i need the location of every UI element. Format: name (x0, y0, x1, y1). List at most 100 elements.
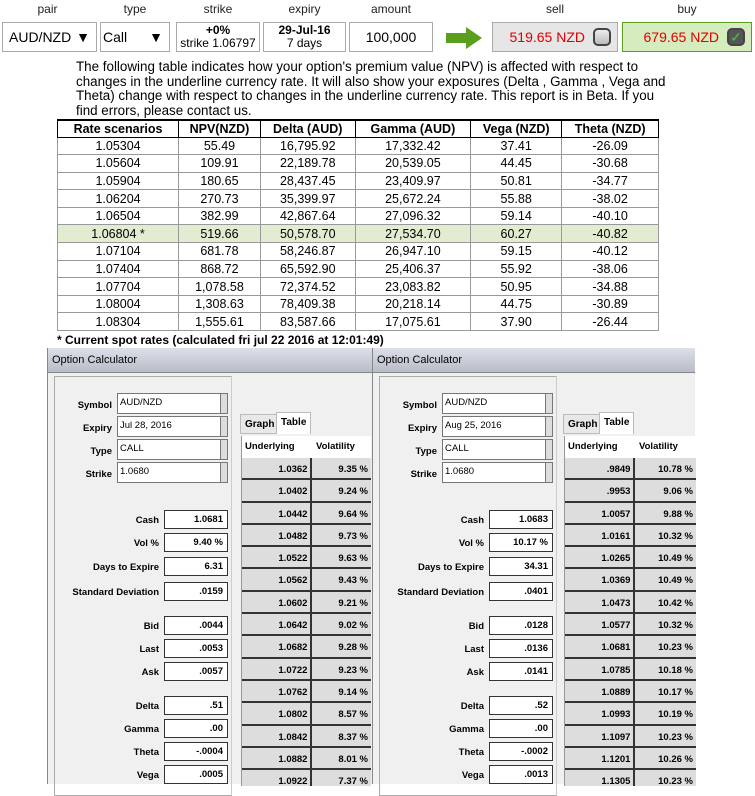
volatility-cell: 8.01 % (338, 753, 368, 765)
table-row: 1.0882 8.01 % (242, 747, 371, 771)
table-cell: 26,947.10 (354, 242, 472, 261)
table-cell: 519.66 (178, 224, 261, 244)
cash-field[interactable]: 1.0681 (164, 510, 228, 529)
underlying-cell: 1.0681 (565, 636, 636, 657)
volatility-cell: 10.23 % (658, 642, 693, 654)
vol-field[interactable]: 10.17 % (489, 533, 553, 552)
symbol-dropdown[interactable]: AUD/NZD (117, 393, 228, 414)
ask-field[interactable]: .0057 (164, 662, 228, 681)
days-field[interactable]: 6.31 (164, 557, 228, 576)
theta-label: Theta (133, 747, 159, 758)
sell-button[interactable]: 519.65 NZD (492, 22, 618, 52)
theta-field[interactable]: -.0004 (164, 742, 228, 761)
table-row: 1.0522 9.63 % (242, 547, 371, 570)
volatility-cell: 10.42 % (658, 597, 693, 609)
cash-field[interactable]: 1.0683 (489, 510, 553, 529)
column-header: Rate scenarios (56, 119, 180, 138)
symbol-label: Symbol (77, 400, 112, 411)
table-cell: 1,078.58 (178, 277, 261, 296)
days-label: Days to Expire (93, 562, 159, 573)
tab-table[interactable]: Table (276, 412, 312, 434)
vega-field[interactable]: .0005 (164, 765, 228, 784)
table-row: 1.0442 9.64 % (242, 502, 371, 525)
underlying-cell: 1.0362 (242, 458, 313, 479)
underlying-cell: 1.0577 (565, 614, 636, 635)
vol-field[interactable]: 9.40 % (164, 533, 228, 552)
table-cell: 17,075.61 (354, 312, 472, 332)
gamma-field[interactable]: .00 (164, 719, 228, 738)
tab-graph[interactable]: Graph (563, 414, 603, 434)
type-label: type (123, 2, 147, 16)
strike-dropdown[interactable]: 1.0680 (442, 462, 553, 483)
volatility-cell: 9.64 % (338, 508, 368, 520)
expiry-dropdown[interactable]: Aug 25, 2016 (442, 416, 553, 437)
checkmark-icon: ✓ (727, 28, 745, 46)
delta-field[interactable]: .52 (489, 696, 553, 715)
table-row: 1.0993 10.19 % (565, 703, 696, 726)
vega-field[interactable]: .0013 (489, 765, 553, 784)
volatility-cell: 10.78 % (658, 464, 693, 475)
strike-field[interactable]: +0% strike 1.06797 (176, 22, 260, 52)
last-field[interactable]: .0053 (164, 639, 228, 658)
table-row: 1.1201 10.26 % (565, 747, 696, 771)
arrow-right-icon (446, 27, 482, 54)
type-value: CALL (445, 443, 469, 454)
column-header: Vega (NZD) (470, 119, 563, 138)
type-dropdown[interactable]: CALL (117, 439, 228, 460)
buy-price: 679.65 NZD (643, 29, 719, 45)
volatility-cell: 10.49 % (658, 553, 693, 565)
table-row: .9849 10.78 % (565, 458, 696, 481)
strike-label: Strike (85, 469, 112, 480)
table-cell: 55.49 (178, 136, 261, 156)
buy-button[interactable]: 679.65 NZD ✓ (622, 22, 752, 52)
strike-dropdown[interactable]: 1.0680 (117, 462, 228, 483)
days-field[interactable]: 34.31 (489, 557, 553, 576)
buy-label: buy (677, 2, 697, 16)
gamma-label: Gamma (124, 724, 159, 735)
tab-graph[interactable]: Graph (240, 414, 280, 434)
table-row: 1.0682 9.28 % (242, 636, 371, 659)
volatility-cell: 10.32 % (658, 530, 693, 542)
table-cell: 20,539.05 (354, 154, 472, 173)
last-field[interactable]: .0136 (489, 639, 553, 658)
type-select[interactable]: Call ▼ (100, 22, 170, 52)
cash-label: Cash (460, 515, 484, 526)
tab-table[interactable]: Table (599, 412, 635, 434)
amount-input[interactable]: 100,000 (349, 22, 433, 52)
table-row: 1.06204 270.73 35,399.97 25,672.24 55.88 -38.… (56, 189, 659, 208)
type-dropdown[interactable]: CALL (442, 439, 553, 460)
underlying-cell: 1.0682 (242, 636, 313, 657)
table-cell: 65,592.90 (259, 259, 356, 279)
strike-value: 1.0680 (445, 466, 475, 477)
expiry-dropdown[interactable]: Jul 28, 2016 (117, 416, 228, 437)
table-cell: 1.05904 (56, 171, 180, 191)
volatility-cell: 9.35 % (338, 464, 368, 475)
gamma-field[interactable]: .00 (489, 719, 553, 738)
delta-field[interactable]: .51 (164, 696, 228, 715)
sd-field[interactable]: .0401 (489, 582, 553, 601)
volatility-cell: 10.32 % (658, 620, 693, 632)
table-row: 1.08004 1,308.63 78,409.38 20,218.14 44.75 -3… (56, 294, 659, 314)
ask-field[interactable]: .0141 (489, 662, 553, 681)
underlying-cell: 1.0722 (242, 658, 313, 679)
sd-label: Standard Deviation (72, 587, 159, 598)
table-cell: 59.14 (470, 206, 563, 226)
pair-select[interactable]: AUD/NZD ▼ (2, 22, 97, 52)
volatility-cell: 10.19 % (658, 709, 693, 721)
sell-label: sell (545, 2, 564, 16)
table-cell: -40.12 (561, 242, 659, 261)
table-cell: 1,555.61 (178, 312, 261, 332)
symbol-dropdown[interactable]: AUD/NZD (442, 393, 553, 414)
strike-value: 1.0680 (120, 466, 150, 477)
table-row: 1.07704 1,078.58 72,374.52 23,083.82 50.95 -3… (56, 277, 659, 296)
bid-field[interactable]: .0128 (489, 616, 553, 635)
theta-field[interactable]: -.0002 (489, 742, 553, 761)
underlying-cell: 1.0785 (565, 658, 636, 679)
bid-field[interactable]: .0044 (164, 616, 228, 635)
underlying-cell: 1.0442 (242, 502, 313, 523)
sd-field[interactable]: .0159 (164, 582, 228, 601)
column-header: Theta (NZD) (561, 119, 659, 138)
expiry-field[interactable]: 29-Jul-16 7 days (263, 22, 346, 52)
symbol-value: AUD/NZD (445, 397, 488, 408)
type-value: CALL (120, 443, 144, 454)
